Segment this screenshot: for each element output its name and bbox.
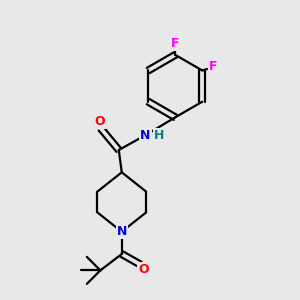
Text: F: F bbox=[209, 60, 218, 74]
Text: O: O bbox=[94, 115, 105, 128]
Text: O: O bbox=[138, 263, 149, 276]
Text: H: H bbox=[154, 129, 164, 142]
Text: N: N bbox=[117, 225, 127, 238]
Text: F: F bbox=[171, 37, 179, 50]
Text: N: N bbox=[140, 129, 151, 142]
